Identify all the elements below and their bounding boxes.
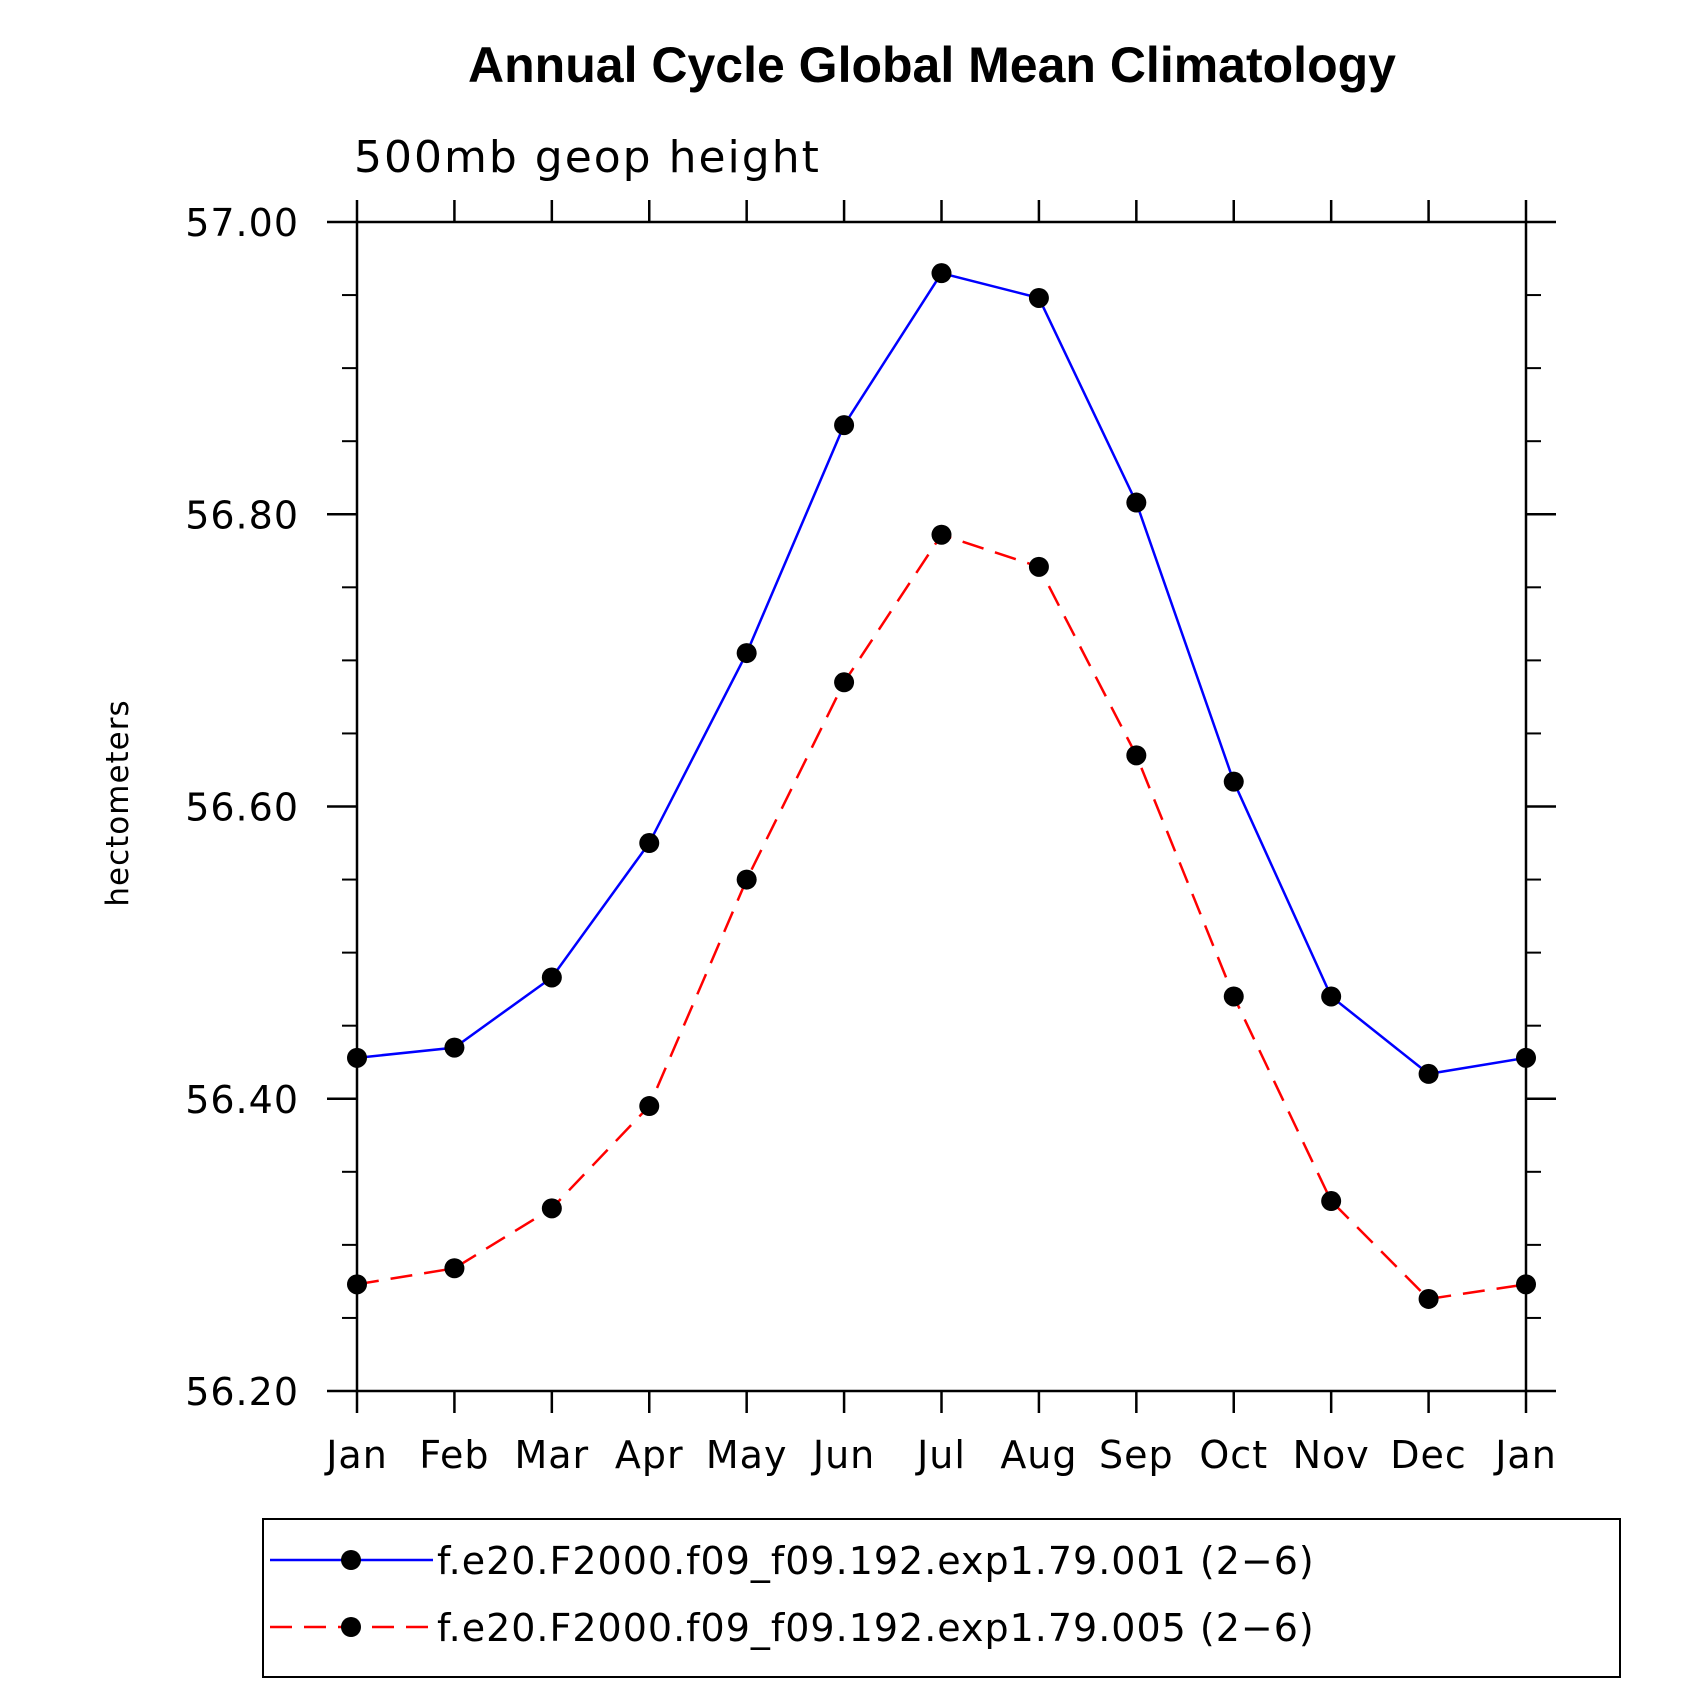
data-point — [1516, 1047, 1536, 1068]
data-point — [347, 1274, 367, 1295]
series-line-1 — [356, 271, 1527, 1076]
series-line-2 — [356, 533, 1527, 1301]
x-tick-label: Oct — [1199, 1433, 1268, 1477]
data-point — [1321, 986, 1342, 1007]
data-point — [1028, 556, 1049, 577]
x-tick-label: Nov — [1293, 1433, 1370, 1477]
x-tick-label: Jan — [1493, 1433, 1557, 1477]
legend: f.e20.F2000.f09_f09.192.exp1.79.001 (2−6… — [270, 1539, 1315, 1650]
y-tick-label: 56.40 — [185, 1078, 299, 1122]
x-tick-label: Mar — [514, 1433, 589, 1477]
data-point — [1223, 771, 1244, 792]
data-point — [444, 1258, 465, 1279]
data-point — [1516, 1274, 1536, 1295]
x-tick-label: Jan — [324, 1433, 388, 1477]
data-point — [931, 524, 952, 545]
legend-label-2: f.e20.F2000.f09_f09.192.exp1.79.005 (2−6… — [437, 1606, 1315, 1650]
data-point — [347, 1047, 367, 1068]
x-tick-label: Aug — [1000, 1433, 1077, 1477]
data-point — [1418, 1063, 1439, 1084]
x-tick-label: Jun — [811, 1433, 875, 1477]
data-point — [736, 869, 757, 890]
x-tick-label: Dec — [1390, 1433, 1467, 1477]
series-layer — [347, 263, 1536, 1309]
data-point — [541, 967, 562, 988]
x-tick-label: Jul — [915, 1433, 966, 1477]
data-point — [1418, 1288, 1439, 1309]
data-point — [736, 643, 757, 664]
y-axis-label: hectometers — [100, 699, 136, 906]
legend-marker — [341, 1617, 361, 1637]
x-tick-label: May — [706, 1433, 788, 1477]
y-tick-label: 56.60 — [185, 786, 299, 830]
x-tick-label: Apr — [615, 1433, 684, 1477]
plot-frame — [355, 220, 1528, 1393]
legend-box — [262, 1518, 1621, 1678]
data-point — [541, 1198, 562, 1219]
x-tick-label: Sep — [1099, 1433, 1174, 1477]
data-point — [931, 263, 952, 284]
legend-label-1: f.e20.F2000.f09_f09.192.exp1.79.001 (2−6… — [437, 1539, 1315, 1583]
data-point — [834, 415, 855, 436]
data-point — [1126, 745, 1147, 766]
y-tick-label: 56.80 — [185, 493, 299, 537]
chart-subtitle: 500mb geop height — [354, 132, 821, 183]
plot-axes: Jan Feb Mar Apr May Jun Jul Aug Sep Oct Nov Dec Jan 5… — [185, 200, 1557, 1477]
y-tick-label: 57.00 — [185, 201, 299, 245]
legend-marker — [341, 1550, 361, 1570]
data-point — [639, 833, 660, 854]
data-point — [1321, 1191, 1342, 1212]
data-point — [639, 1096, 660, 1117]
data-point — [1028, 287, 1049, 308]
y-tick-label: 56.20 — [185, 1370, 299, 1414]
chart-title: Annual Cycle Global Mean Climatology — [468, 37, 1396, 93]
x-tick-label: Feb — [419, 1433, 489, 1477]
data-point — [834, 672, 855, 693]
data-point — [1223, 986, 1244, 1007]
data-point — [1126, 492, 1147, 513]
data-point — [444, 1037, 465, 1058]
